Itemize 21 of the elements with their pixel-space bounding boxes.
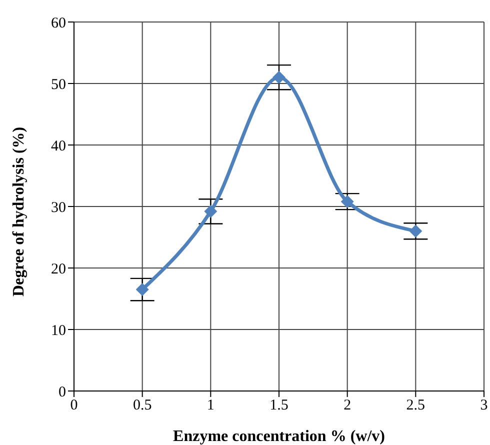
x-tick-label: 3: [480, 398, 488, 414]
x-tick-label: 0: [70, 398, 78, 414]
x-tick-label: 2: [344, 398, 352, 414]
y-tick-label: 60: [51, 15, 66, 32]
point: [272, 70, 286, 84]
y-tick-label: 40: [51, 138, 66, 154]
y-tick-label: 30: [51, 200, 66, 216]
x-tick-label: 1.5: [270, 398, 288, 414]
y-tick-label: 50: [51, 76, 66, 93]
x-tick-label: 0.5: [132, 398, 152, 414]
point: [136, 283, 149, 296]
y-tick-label: 20: [51, 261, 66, 278]
x-tick-label: 1: [206, 398, 214, 414]
point: [204, 204, 218, 218]
point: [409, 224, 422, 238]
y-tick-label: 10: [51, 322, 66, 339]
point: [340, 195, 354, 208]
y-axis-title: Degree of hydrolysis (%): [10, 126, 28, 296]
y-tick-label: 0: [58, 384, 66, 400]
x-tick-label: 2.5: [406, 398, 426, 414]
x-axis-title: Enzyme concentration % (w/v): [173, 428, 385, 445]
